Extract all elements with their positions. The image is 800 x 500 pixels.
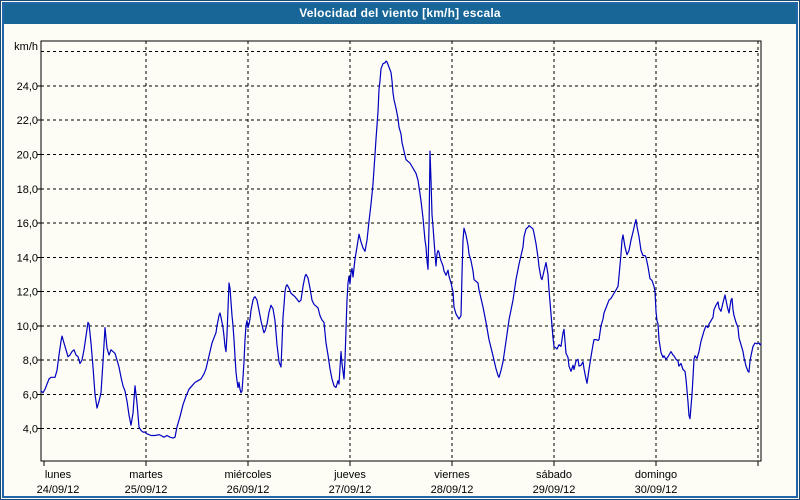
svg-text:domingo: domingo <box>635 469 677 481</box>
svg-text:jueves: jueves <box>333 469 366 481</box>
svg-text:lunes: lunes <box>45 469 72 481</box>
window-title: Velocidad del viento [km/h] escala <box>299 6 501 20</box>
svg-text:30/09/12: 30/09/12 <box>635 484 678 496</box>
svg-text:24,0: 24,0 <box>17 81 38 93</box>
svg-text:24/09/12: 24/09/12 <box>37 484 80 496</box>
svg-text:4,0: 4,0 <box>23 424 38 436</box>
svg-text:10,0: 10,0 <box>17 321 38 333</box>
window-titlebar[interactable]: Velocidad del viento [km/h] escala <box>2 2 798 24</box>
svg-text:18,0: 18,0 <box>17 184 38 196</box>
svg-text:26/09/12: 26/09/12 <box>227 484 270 496</box>
svg-text:22,0: 22,0 <box>17 115 38 127</box>
svg-text:28/09/12: 28/09/12 <box>431 484 474 496</box>
svg-text:8,0: 8,0 <box>23 355 38 367</box>
svg-text:20,0: 20,0 <box>17 150 38 162</box>
svg-text:12,0: 12,0 <box>17 287 38 299</box>
svg-text:16,0: 16,0 <box>17 218 38 230</box>
svg-text:25/09/12: 25/09/12 <box>125 484 168 496</box>
svg-text:viernes: viernes <box>434 469 470 481</box>
svg-text:27/09/12: 27/09/12 <box>329 484 372 496</box>
svg-text:miércoles: miércoles <box>224 469 272 481</box>
svg-text:sábado: sábado <box>536 469 572 481</box>
svg-text:14,0: 14,0 <box>17 252 38 264</box>
svg-text:martes: martes <box>129 469 163 481</box>
svg-text:km/h: km/h <box>14 41 38 53</box>
svg-text:29/09/12: 29/09/12 <box>533 484 576 496</box>
svg-text:6,0: 6,0 <box>23 389 38 401</box>
